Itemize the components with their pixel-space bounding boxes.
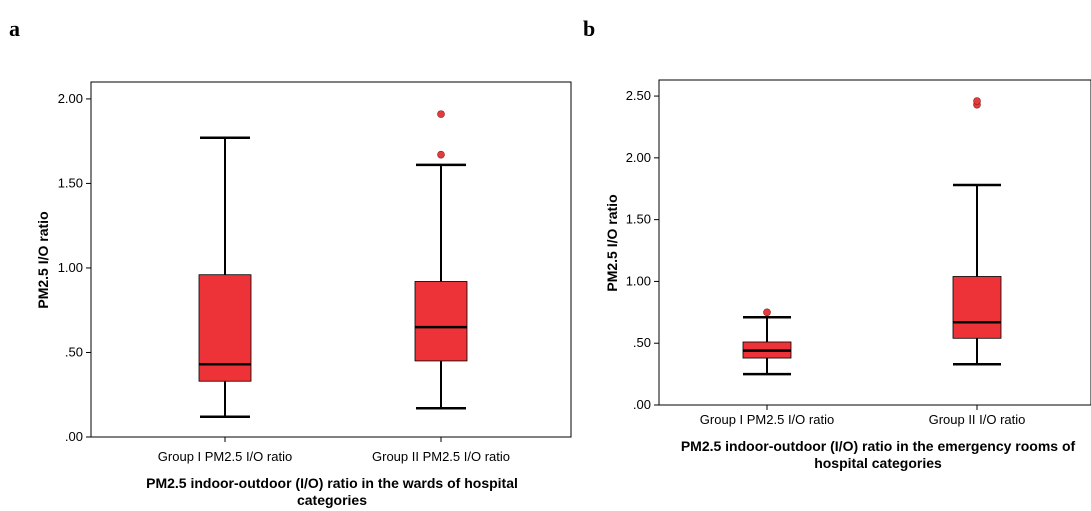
y-tick-label: 1.00 <box>626 273 651 288</box>
y-tick-label: 1.00 <box>58 260 83 275</box>
panel-a: a .00 .50 1.00 1.50 2.00 PM2.5 I/O ratio Group … <box>9 16 572 508</box>
outlier-point <box>763 308 771 317</box>
y-tick-label: 2.00 <box>626 150 651 165</box>
y-axis-title: PM2.5 I/O ratio <box>35 211 51 308</box>
outlier-point <box>437 150 445 159</box>
box <box>414 281 468 362</box>
plot-frame <box>90 81 572 438</box>
x-axis-title-line: PM2.5 indoor-outdoor (I/O) ratio in the … <box>146 475 518 491</box>
box <box>952 276 1002 339</box>
y-axis-title: PM2.5 I/O ratio <box>604 194 620 291</box>
panel-label: b <box>583 16 595 41</box>
x-axis-title-line: categories <box>297 492 367 508</box>
outlier-point <box>437 110 445 118</box>
y-tick-label: 2.50 <box>626 88 651 103</box>
y-tick-label: .00 <box>633 397 651 412</box>
y-tick-label: .50 <box>633 335 651 350</box>
x-category-label: Group I PM2.5 I/O ratio <box>700 412 834 427</box>
y-tick-label: .00 <box>65 429 83 444</box>
x-axis-title-line: hospital categories <box>814 455 942 471</box>
panel-b: b .00 .50 1.00 1.50 2.00 2.50 PM2.5 I/O ratio Gr… <box>583 16 1091 471</box>
y-tick-label: 2.00 <box>58 91 83 106</box>
panel-label: a <box>9 16 20 41</box>
x-category-label: Group II PM2.5 I/O ratio <box>372 449 510 464</box>
x-axis-title-line: PM2.5 indoor-outdoor (I/O) ratio in the … <box>681 438 1076 454</box>
y-tick-label: .50 <box>65 344 83 359</box>
y-tick-label: 1.50 <box>626 212 651 227</box>
x-category-label: Group I PM2.5 I/O ratio <box>158 449 292 464</box>
outlier-point <box>973 97 981 105</box>
x-category-label: Group II I/O ratio <box>929 412 1026 427</box>
plot-frame <box>658 79 1091 406</box>
y-tick-label: 1.50 <box>58 175 83 190</box>
